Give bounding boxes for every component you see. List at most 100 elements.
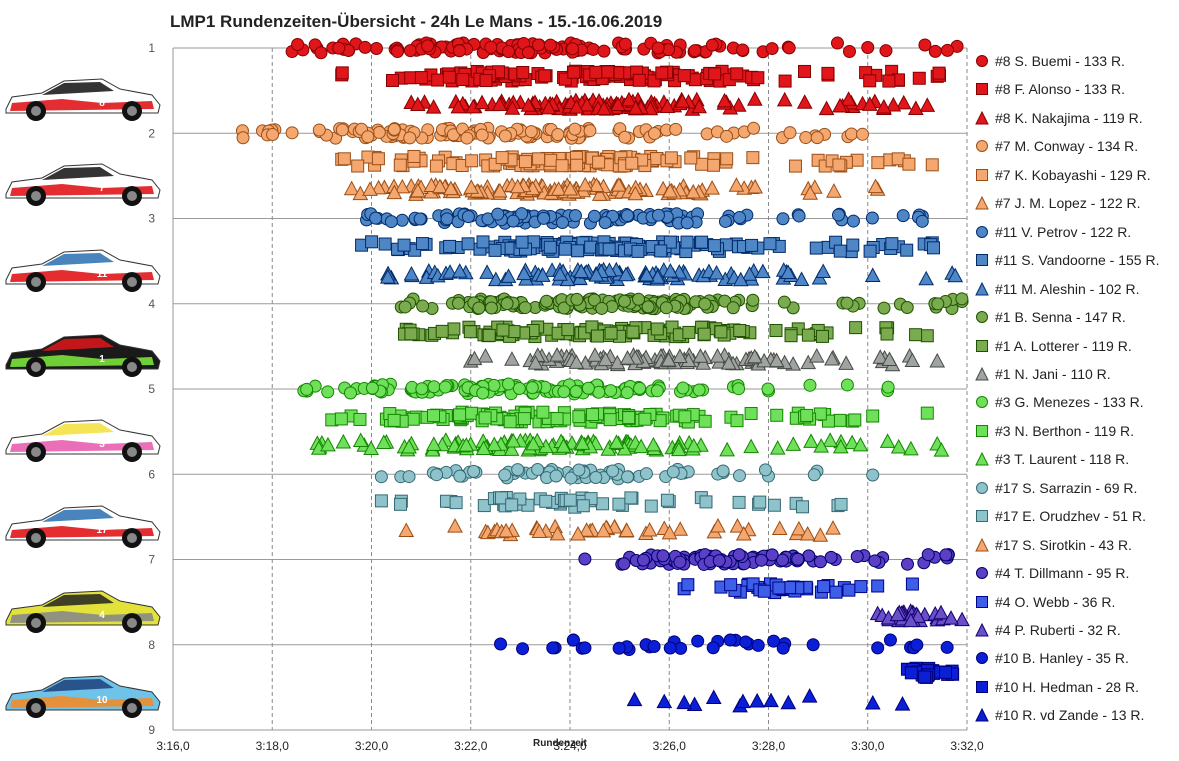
y-tick-label: 3: [148, 212, 155, 226]
lap-point: [826, 183, 842, 198]
legend-label: #3 G. Menezes - 133 R.: [995, 394, 1144, 411]
lap-point: [503, 415, 517, 429]
lap-point: [498, 522, 514, 538]
lap-point: [676, 381, 690, 395]
lap-point: [312, 123, 326, 137]
lap-point: [476, 235, 490, 249]
y-tick-label: 9: [148, 723, 155, 737]
lap-point: [551, 128, 565, 142]
lap-point: [494, 491, 508, 505]
lap-point: [810, 131, 824, 145]
lap-point: [587, 209, 601, 223]
lap-point: [478, 411, 492, 425]
lap-point: [403, 131, 417, 145]
lap-point: [581, 381, 595, 395]
lap-point: [504, 351, 520, 366]
lap-point: [739, 635, 753, 649]
lap-point: [394, 497, 408, 511]
lap-point: [579, 96, 595, 112]
legend-item: #7 K. Kobayashi - 129 R.: [975, 162, 1151, 188]
lap-point: [801, 688, 818, 703]
toyota-8-car-icon: 8: [5, 78, 161, 121]
lap-point: [570, 158, 584, 172]
lap-point: [365, 381, 379, 395]
lap-point: [552, 266, 568, 281]
lap-point: [335, 433, 352, 449]
y-tick-label: 5: [148, 382, 155, 396]
lap-point: [881, 380, 895, 394]
lap-point: [920, 329, 934, 343]
lap-point: [432, 178, 448, 194]
lap-point: [531, 523, 548, 539]
lap-point: [597, 351, 614, 367]
legend-label: #4 P. Ruberti - 32 R.: [995, 622, 1121, 638]
lap-point: [506, 214, 520, 228]
lap-point: [442, 70, 456, 84]
lap-point: [751, 638, 765, 652]
smp-11-car-icon: 11: [5, 249, 161, 292]
lap-point: [574, 435, 591, 450]
lap-point: [881, 351, 898, 366]
lap-point: [718, 294, 732, 308]
lap-point: [880, 327, 894, 341]
lap-point: [708, 264, 725, 280]
lap-point: [818, 100, 835, 116]
lap-point: [720, 129, 734, 143]
lap-point: [386, 184, 403, 200]
lap-point: [486, 436, 503, 452]
lap-point: [832, 158, 846, 172]
lap-point: [724, 578, 738, 592]
lap-point: [662, 263, 679, 278]
legend-item: #11 M. Aleshin - 102 R.: [975, 276, 1139, 302]
lap-point: [931, 297, 945, 311]
svg-text:1: 1: [99, 354, 105, 365]
lap-point: [793, 271, 810, 286]
lap-point: [334, 412, 348, 426]
lap-point: [564, 471, 578, 485]
lap-point: [585, 408, 599, 422]
lap-point: [622, 411, 636, 425]
legend-label: #4 T. Dillmann - 95 R.: [995, 565, 1130, 582]
lap-point: [801, 328, 815, 342]
lap-point: [651, 41, 665, 55]
lap-point: [933, 604, 949, 620]
lap-point: [403, 44, 417, 58]
lap-point: [534, 267, 551, 282]
lap-point: [933, 442, 950, 457]
lap-point: [398, 522, 415, 538]
legend-item: #8 S. Buemi - 133 R.: [975, 48, 1125, 74]
lap-point: [763, 237, 777, 251]
lap-point: [409, 182, 426, 198]
lap-point: [465, 154, 479, 168]
lap-point: [866, 409, 880, 423]
lap-point: [335, 123, 349, 137]
lap-point: [610, 96, 626, 112]
lap-point: [763, 692, 779, 708]
lap-point: [710, 517, 726, 533]
lap-point: [608, 434, 625, 449]
lap-point: [682, 325, 696, 339]
lap-point: [453, 408, 467, 422]
lap-point: [783, 126, 797, 140]
lap-point: [840, 91, 857, 106]
x-tick-label: 3:26,0: [653, 739, 687, 753]
lap-point: [525, 435, 542, 451]
legend-item: #10 H. Hedman - 28 R.: [975, 674, 1139, 700]
lap-point: [532, 152, 546, 166]
lap-point: [688, 73, 702, 87]
legend-marker-icon: [976, 396, 988, 409]
lap-point: [834, 497, 848, 511]
lap-point: [516, 65, 530, 79]
lap-point: [595, 522, 612, 538]
lap-point: [597, 44, 611, 58]
lap-point: [638, 266, 655, 282]
lap-point: [879, 433, 896, 448]
lap-point: [353, 412, 367, 426]
y-tick-label: 6: [148, 467, 155, 481]
legend-label: #17 S. Sarrazin - 69 R.: [995, 479, 1138, 496]
lap-point: [655, 66, 669, 80]
lap-point: [799, 525, 816, 541]
lap-point: [798, 64, 812, 78]
lap-point: [777, 295, 791, 309]
lap-point: [919, 97, 936, 112]
